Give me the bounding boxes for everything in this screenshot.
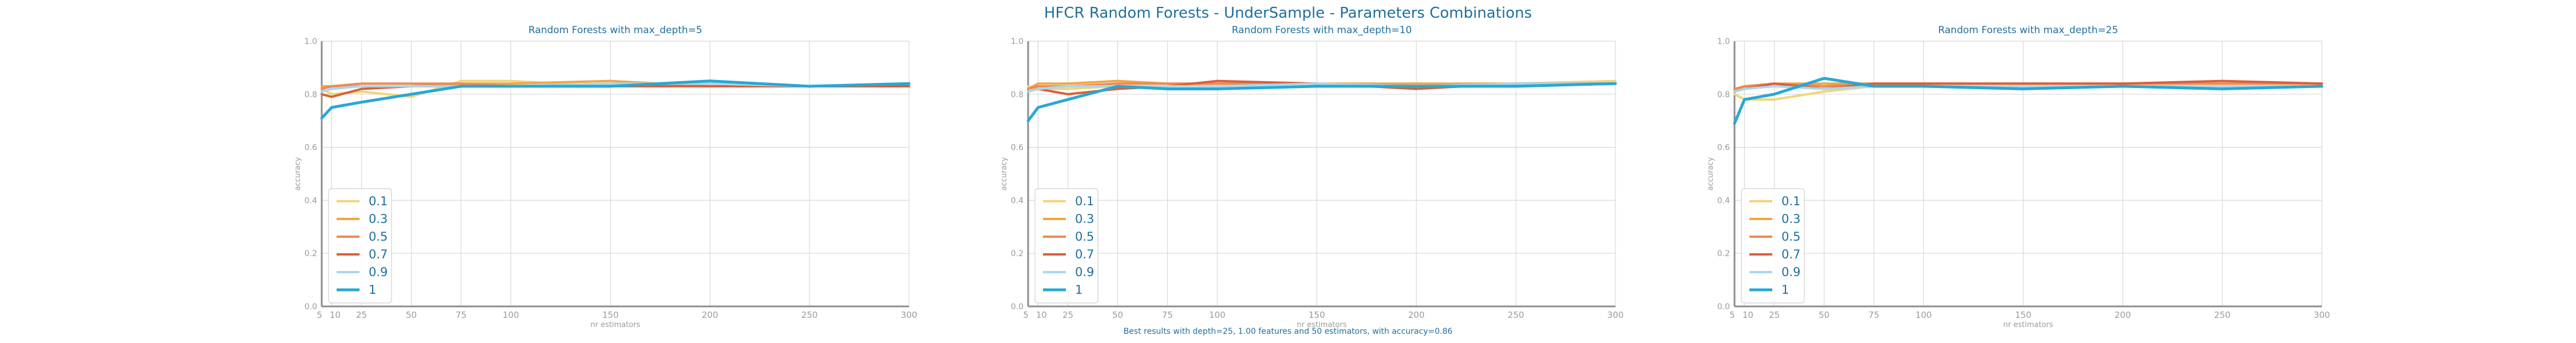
x-tick-label: 250: [801, 310, 818, 320]
x-tick-label: 300: [901, 310, 918, 320]
chart-panel-2: Random Forests with max_depth=10 0.0 0.2 0.…: [1000, 25, 1623, 329]
legend-label: 0.9: [1781, 265, 1800, 279]
y-tick-label: 0.8: [305, 90, 317, 99]
y-tick-label: 0.6: [1717, 143, 1730, 153]
y-tick-label: 0.2: [1717, 249, 1730, 258]
x-tick-label: 150: [2015, 310, 2032, 320]
x-axis-label: nr estimators: [2004, 321, 2053, 329]
x-tick-label: 75: [456, 310, 467, 320]
x-tick-label: 10: [1743, 310, 1753, 320]
x-axis-label: nr estimators: [1297, 321, 1347, 329]
legend-label: 0.5: [369, 230, 388, 244]
legend-label: 0.3: [1075, 212, 1094, 226]
legend-box: [1034, 188, 1099, 304]
x-tick-label: 150: [1309, 310, 1325, 320]
x-tick-label: 10: [330, 310, 341, 320]
x-tick-label: 200: [2115, 310, 2131, 320]
y-tick-label: 0.6: [305, 143, 317, 153]
x-tick-label: 75: [1868, 310, 1879, 320]
x-tick-label: 25: [356, 310, 367, 320]
chart-title: Random Forests with max_depth=5: [528, 25, 702, 36]
legend-label: 0.9: [369, 265, 388, 279]
chart-title: Random Forests with max_depth=25: [1938, 25, 2119, 36]
x-tick-label: 250: [1508, 310, 1524, 320]
legend-label: 0.9: [1075, 265, 1094, 279]
y-tick-label: 0.6: [1011, 143, 1024, 153]
x-tick-label: 5: [317, 310, 322, 320]
legend-label: 0.1: [369, 194, 388, 208]
y-axis-label: accuracy: [1706, 157, 1715, 190]
x-tick-label: 100: [1209, 310, 1226, 320]
x-tick-label: 25: [1769, 310, 1780, 320]
y-tick-label: 0.2: [1011, 249, 1024, 258]
x-tick-label: 200: [702, 310, 718, 320]
y-axis-label: accuracy: [1000, 157, 1009, 190]
series-line-1: [1026, 82, 1617, 122]
legend-label: 0.5: [1781, 230, 1800, 244]
legend-label: 0.7: [369, 248, 388, 261]
legend-label: 0.7: [1075, 248, 1094, 261]
x-tick-label: 100: [1915, 310, 1932, 320]
x-tick-label: 50: [406, 310, 417, 320]
legend-label: 0.5: [1075, 230, 1094, 244]
y-tick-label: 0.4: [1011, 196, 1024, 205]
legend-label: 0.1: [1781, 194, 1800, 208]
legend-label: 0.3: [369, 212, 388, 226]
y-tick-label: 0.4: [305, 196, 317, 205]
legend-box: [328, 188, 392, 304]
y-tick-label: 0.8: [1011, 90, 1024, 99]
legend-label: 0.1: [1075, 194, 1094, 208]
legend-label: 0.3: [1781, 212, 1800, 226]
chart-panel-3: Random Forests with max_depth=25 0.0 0.2 0.…: [1706, 25, 2330, 329]
legend-box: [1741, 188, 1805, 304]
x-tick-label: 5: [1023, 310, 1029, 320]
figure-title: HFCR Random Forests - UnderSample - Para…: [1044, 5, 1532, 22]
y-tick-label: 0.8: [1717, 90, 1730, 99]
x-tick-label: 10: [1036, 310, 1047, 320]
best-result-note: Best results with depth=25, 1.00 feature…: [1123, 327, 1453, 336]
x-tick-label: 50: [1819, 310, 1830, 320]
series-line-0_7: [1733, 79, 2323, 93]
legend-label: 1: [1075, 283, 1082, 297]
y-tick-label: 0.0: [1011, 302, 1024, 312]
x-tick-label: 5: [1729, 310, 1735, 320]
legend-label: 1: [1781, 283, 1789, 297]
x-tick-label: 250: [2214, 310, 2231, 320]
y-tick-label: 0.2: [305, 249, 317, 258]
series-line-1: [1733, 77, 2324, 125]
x-tick-label: 100: [503, 310, 519, 320]
x-tick-label: 25: [1062, 310, 1073, 320]
y-tick-label: 1.0: [305, 37, 317, 46]
y-tick-label: 1.0: [1011, 37, 1024, 46]
x-axis-label: nr estimators: [591, 321, 641, 329]
y-tick-label: 0.4: [1717, 196, 1730, 205]
chart-title: Random Forests with max_depth=10: [1232, 25, 1412, 36]
x-tick-label: 300: [1607, 310, 1624, 320]
series-line-1: [320, 79, 911, 120]
x-tick-label: 50: [1112, 310, 1123, 320]
chart-panel-1: Random Forests with max_depth=5 0.0 0.2 0.4…: [294, 25, 917, 329]
y-tick-label: 0.0: [1717, 302, 1730, 312]
legend-label: 1: [369, 283, 376, 297]
y-tick-label: 0.0: [305, 302, 317, 312]
x-tick-label: 300: [2314, 310, 2330, 320]
x-tick-label: 150: [602, 310, 619, 320]
y-tick-label: 1.0: [1717, 37, 1730, 46]
legend-label: 0.7: [1781, 248, 1800, 261]
x-tick-label: 75: [1162, 310, 1173, 320]
y-axis-label: accuracy: [294, 157, 302, 190]
x-tick-label: 200: [1408, 310, 1425, 320]
